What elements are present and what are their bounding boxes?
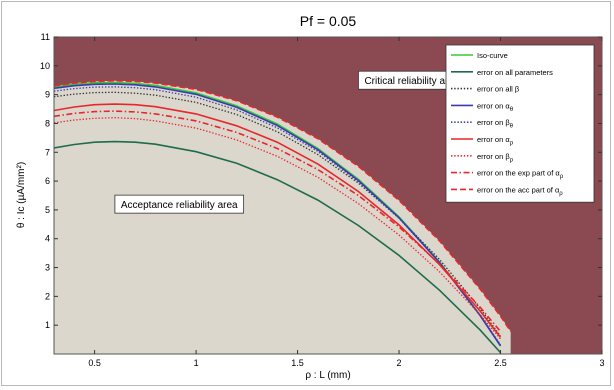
y-tick-label: 5 [45,205,50,215]
series-line-5 [54,86,502,346]
legend-label-8: error on the exp part of αρ [477,169,564,181]
y-tick-label: 11 [41,32,50,42]
y-tick-label: 9 [45,90,50,100]
legend-label-7: error on βρ [477,152,514,164]
chart-title: Pf = 0.05 [300,13,357,29]
x-tick-label: 0.5 [88,358,101,368]
plot-border [53,36,603,355]
legend-label-9: error on the acc part of αρ [477,185,563,197]
series-line-4 [54,83,502,347]
series-line-2 [54,140,502,354]
annotation-frame-2 [114,194,245,214]
y-tick-label: 2 [45,291,50,301]
y-tick-label: 1 [45,320,50,330]
y-tick-label: 4 [45,234,50,244]
y-tick-label: 6 [45,176,50,186]
x-tick-label: 1 [194,358,199,368]
x-tick-label: 2.5 [494,358,507,368]
annotation-box-1: Critical reliability area [358,70,466,90]
legend-label-5: error on βθ [477,118,514,130]
acceptance-area [54,80,511,354]
annotation-box-2: Acceptance reliability area [114,194,245,214]
x-axis-label: ρ : L (mm) [305,370,350,381]
legend-label-2: error on all parameters [477,68,553,77]
y-tick-label: 10 [40,61,50,71]
series-line-6 [54,103,502,338]
y-tick-label: 8 [45,118,50,128]
legend-label-4: error on αθ [477,101,514,113]
legend-label-1: Iso-curve [477,51,508,60]
annotation-text-1: Critical reliability area [364,76,459,87]
x-tick-label: 3 [599,358,604,368]
annotation-text-2: Acceptance reliability area [121,200,238,211]
x-tick-label: 2 [397,358,402,368]
chart: Pf = 0.05 0.5 1 1.5 2 2.5 3 1 2 3 4 5 6 7 8 9 10 11 ρ : … [16,13,605,381]
y-tick-label: 7 [45,147,50,157]
legend-label-3: error on all β [477,85,520,94]
legend: Iso-curve error on all parameters error on… [445,44,595,203]
x-tick-label: 1.5 [291,358,304,368]
y-tick-label: 3 [45,263,50,273]
legend-label-6: error on αρ [477,135,514,147]
y-axis-label: θ : Ic (µA/mm²) [16,162,27,228]
